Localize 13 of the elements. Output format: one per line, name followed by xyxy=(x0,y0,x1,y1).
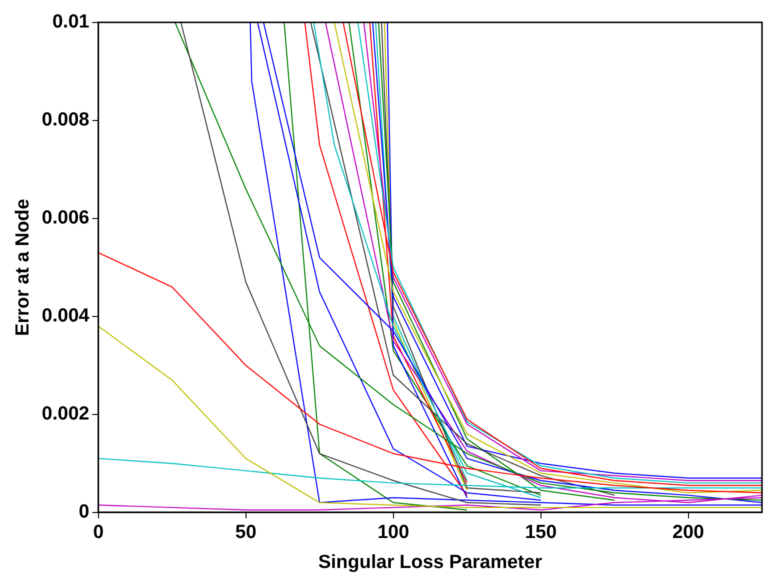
x-tick-label: 150 xyxy=(524,522,557,544)
y-axis-title: Error at a Node xyxy=(12,198,34,336)
y-tick-label: 0 xyxy=(78,502,90,523)
y-tick-label: 0.004 xyxy=(42,306,90,327)
x-tick-label: 200 xyxy=(672,522,704,544)
x-tick-label: 50 xyxy=(235,522,256,544)
x-tick-label: 100 xyxy=(377,522,410,544)
x-axis-title: Singular Loss Parameter xyxy=(318,552,543,573)
y-tick-label: 0.01 xyxy=(52,12,90,33)
x-tick-label: 0 xyxy=(93,522,104,544)
y-tick-label: 0.006 xyxy=(42,208,90,229)
y-tick-label: 0.008 xyxy=(42,110,90,131)
y-tick-label: 0.002 xyxy=(42,404,90,425)
